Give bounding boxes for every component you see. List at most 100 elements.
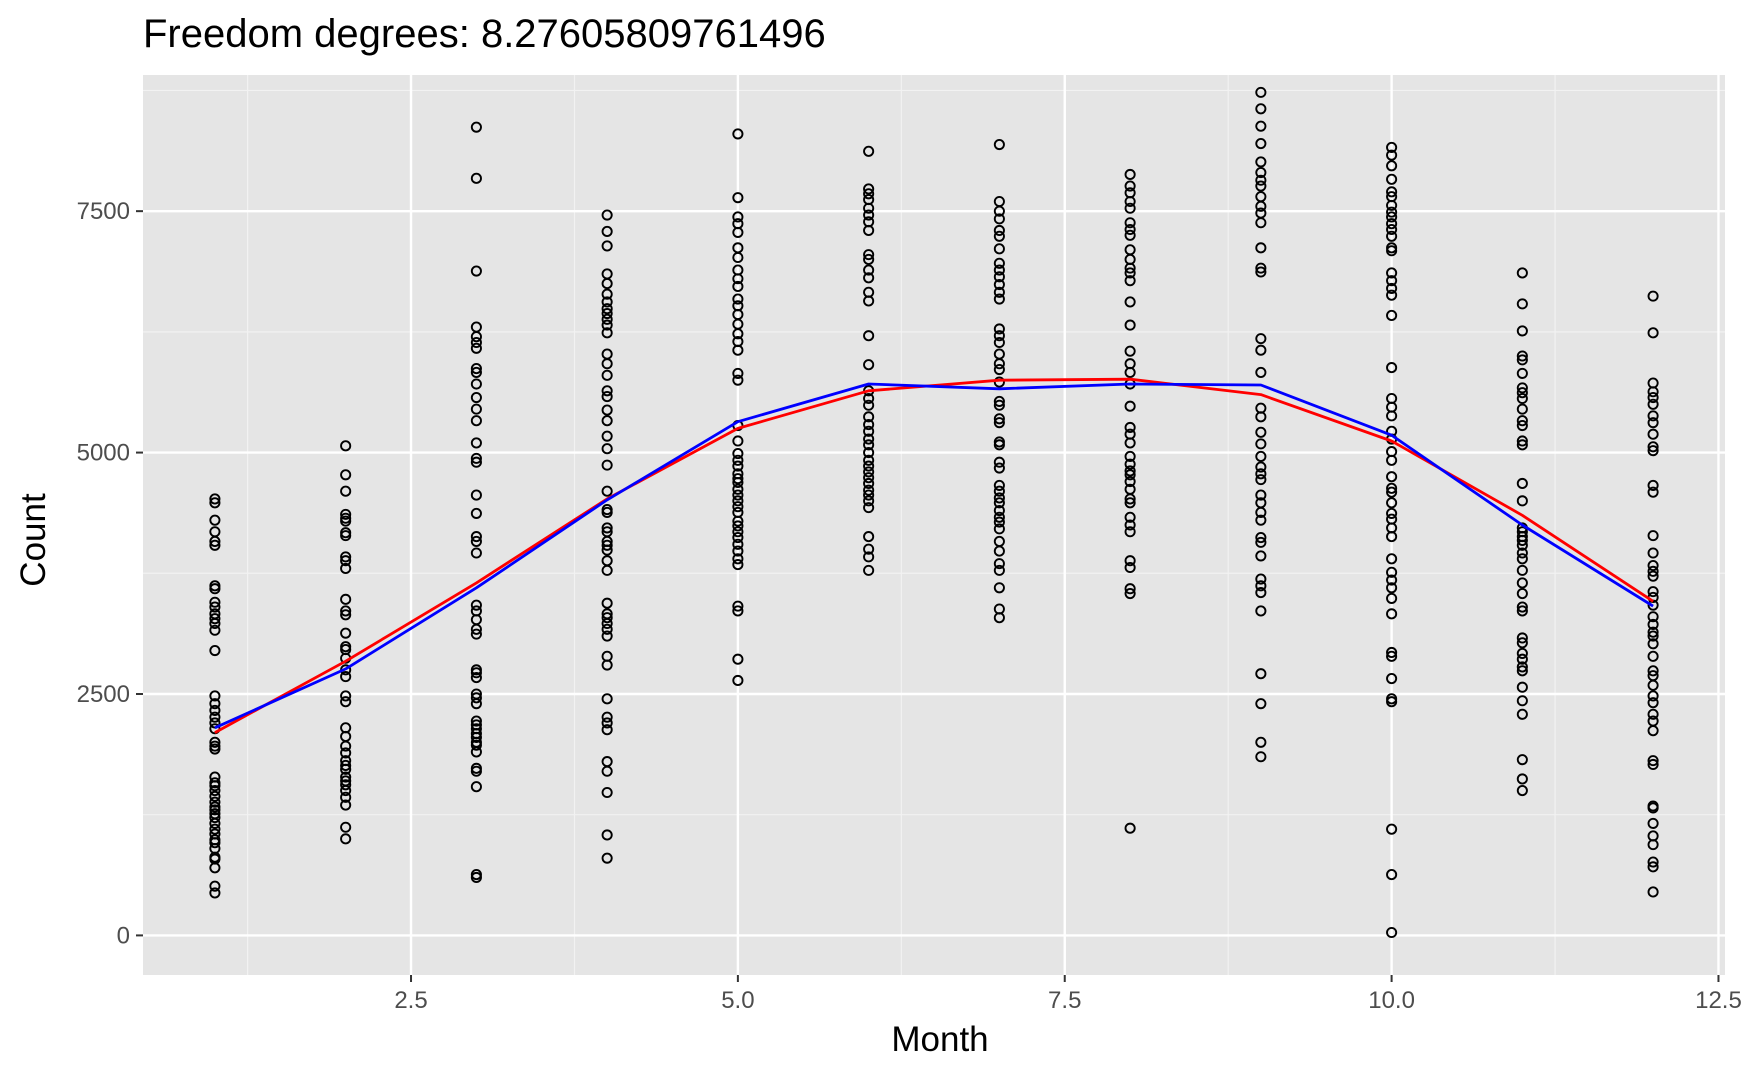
data-point xyxy=(993,558,1005,570)
data-point xyxy=(1516,665,1528,677)
data-point xyxy=(863,295,875,307)
data-point xyxy=(209,880,221,892)
data-point xyxy=(863,183,875,195)
data-point xyxy=(1386,592,1398,604)
data-point xyxy=(209,493,221,505)
data-point xyxy=(601,319,613,331)
data-point xyxy=(993,504,1005,517)
data-point xyxy=(732,559,744,571)
data-point xyxy=(993,485,1005,497)
data-point xyxy=(470,391,482,404)
data-point xyxy=(732,473,744,485)
data-point xyxy=(1255,532,1267,544)
data-point xyxy=(863,202,875,214)
data-point xyxy=(209,617,221,630)
data-point xyxy=(732,545,744,557)
x-tick-label: 7.5 xyxy=(1048,987,1081,1014)
data-point xyxy=(470,336,482,349)
data-point xyxy=(1124,296,1136,308)
data-point xyxy=(863,253,875,265)
data-point xyxy=(1647,547,1659,559)
data-point xyxy=(209,690,221,702)
data-point xyxy=(1124,345,1136,357)
data-point xyxy=(470,172,482,184)
data-point xyxy=(1386,482,1398,494)
data-point xyxy=(1516,298,1528,310)
data-point xyxy=(1255,474,1267,486)
data-point xyxy=(209,698,221,710)
data-point xyxy=(732,128,744,140)
data-point xyxy=(1124,511,1136,523)
data-point xyxy=(1255,736,1267,748)
data-point xyxy=(209,624,221,636)
data-point xyxy=(601,765,613,777)
data-point xyxy=(1386,646,1398,659)
data-point xyxy=(1386,471,1398,483)
data-point xyxy=(1124,195,1136,208)
data-point xyxy=(732,211,744,223)
data-point xyxy=(1386,223,1398,236)
data-point xyxy=(601,597,613,609)
data-point xyxy=(1255,426,1267,438)
data-point xyxy=(601,369,613,381)
data-point xyxy=(1516,539,1528,551)
data-point xyxy=(1386,289,1398,301)
data-point xyxy=(601,443,613,455)
data-point xyxy=(601,225,613,237)
data-point xyxy=(1386,160,1398,172)
x-tick-label: 10.0 xyxy=(1368,987,1415,1014)
data-point xyxy=(1647,802,1659,814)
data-point xyxy=(1386,186,1398,198)
data-point xyxy=(1124,275,1136,287)
data-point xyxy=(993,523,1005,535)
data-point xyxy=(1647,565,1659,577)
data-point xyxy=(1516,632,1528,644)
data-point xyxy=(1386,696,1398,708)
data-point xyxy=(993,278,1005,291)
data-point xyxy=(340,555,352,567)
data-point xyxy=(993,582,1005,594)
data-point xyxy=(863,425,875,437)
data-point xyxy=(601,522,613,534)
data-point xyxy=(470,437,482,449)
data-point xyxy=(1124,421,1136,434)
data-point xyxy=(732,454,744,466)
data-point xyxy=(1124,555,1136,567)
data-point xyxy=(470,342,482,354)
data-point xyxy=(1516,661,1528,673)
data-point xyxy=(1516,773,1528,785)
data-point xyxy=(601,612,613,624)
data-point xyxy=(1255,514,1267,526)
data-point xyxy=(1647,679,1659,691)
data-point xyxy=(1647,479,1659,491)
data-point xyxy=(993,456,1005,468)
data-point xyxy=(1386,245,1398,257)
data-point xyxy=(340,821,352,833)
data-point xyxy=(209,804,221,816)
data-point xyxy=(470,672,482,684)
data-point xyxy=(1647,690,1659,702)
data-point xyxy=(1255,138,1267,150)
data-point xyxy=(601,564,613,576)
chart-title: Freedom degrees: 8.27605809761496 xyxy=(143,12,826,56)
data-point xyxy=(732,605,744,617)
data-point xyxy=(1386,486,1398,498)
data-point xyxy=(1124,493,1136,505)
data-point xyxy=(209,736,221,748)
data-point xyxy=(1647,530,1659,542)
data-point xyxy=(863,460,875,472)
data-point xyxy=(470,366,482,378)
data-point xyxy=(1124,822,1136,834)
data-point xyxy=(1255,156,1267,168)
data-point xyxy=(993,479,1005,491)
data-point xyxy=(1386,267,1398,279)
data-point xyxy=(340,740,352,752)
data-point xyxy=(1516,547,1528,559)
data-point xyxy=(1516,267,1528,279)
data-point xyxy=(1255,200,1267,212)
data-point xyxy=(732,489,744,501)
data-point xyxy=(209,796,221,808)
data-point xyxy=(1647,626,1659,638)
data-point xyxy=(863,531,875,543)
